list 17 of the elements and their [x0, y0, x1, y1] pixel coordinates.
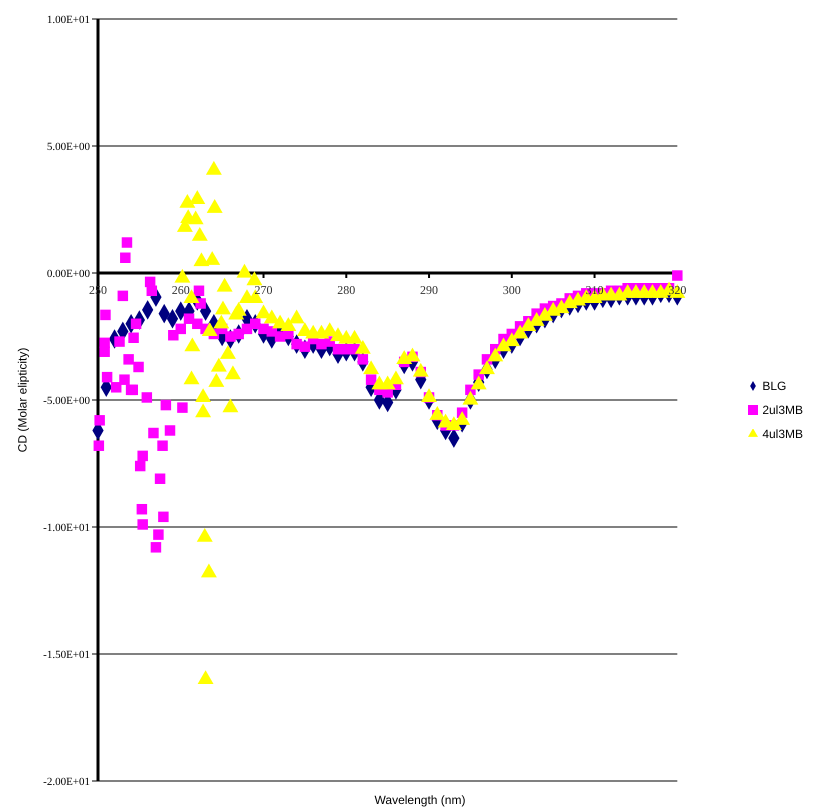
y-tick-label: -1.00E+01	[43, 522, 90, 534]
y-tick-label: 5.00E+00	[46, 140, 90, 153]
y-tick-label: -5.00E+00	[43, 394, 90, 407]
x-tick-label: 270	[254, 283, 273, 297]
x-tick-label: 280	[337, 283, 356, 297]
y-tick-label: -2.00E+01	[43, 776, 90, 788]
x-tick-label: 290	[420, 283, 438, 297]
y-tick-label: -1.50E+01	[43, 648, 90, 661]
legend-label: 2ul3MB	[762, 402, 803, 416]
x-axis-title: Wavelength (nm)	[374, 793, 466, 807]
y-axis-title: CD (Molar elipticity)	[15, 348, 30, 452]
x-tick-label: 300	[502, 283, 521, 297]
legend-label: BLG	[762, 378, 786, 392]
y-tick-label: 0.00E+00	[46, 268, 90, 280]
y-tick-label: 1.00E+01	[46, 14, 90, 26]
legend-label: 4ul3MB	[762, 426, 803, 440]
x-tick-label: 260	[172, 283, 190, 297]
